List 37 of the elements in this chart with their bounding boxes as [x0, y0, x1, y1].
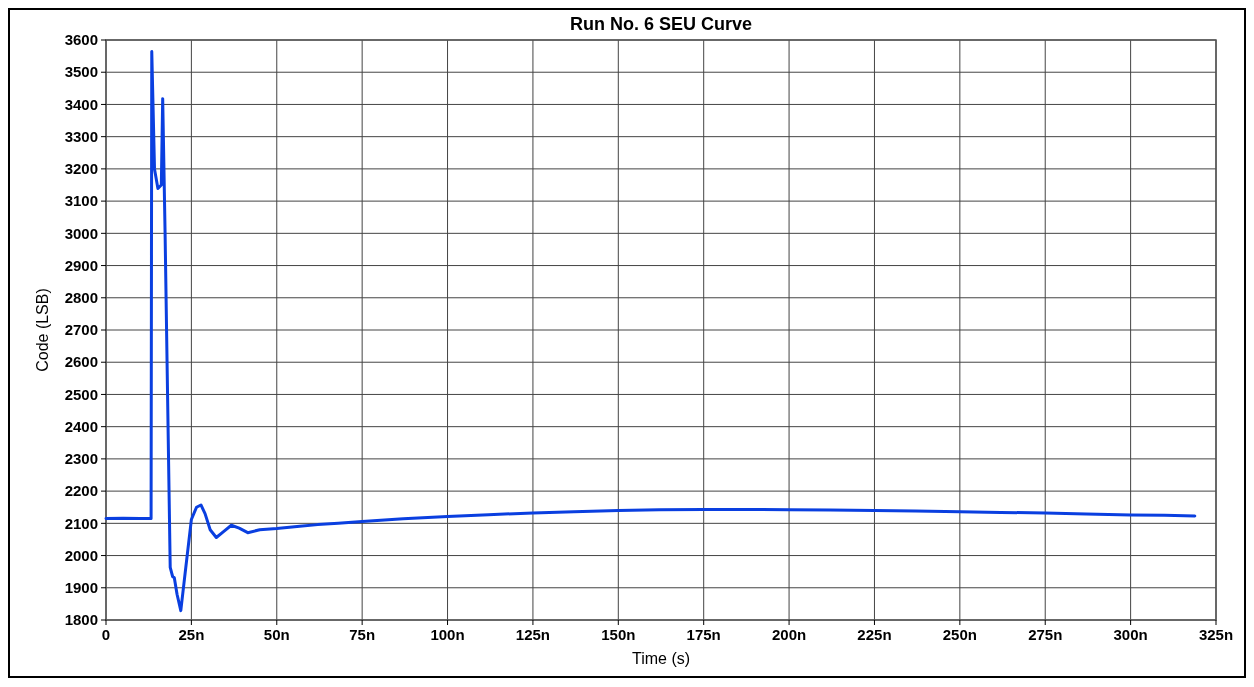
x-tick-label: 325n: [1198, 626, 1234, 643]
y-tick-label: 2700: [64, 321, 98, 339]
y-tick-label: 3600: [64, 31, 98, 49]
x-tick-label: 300n: [1113, 626, 1148, 643]
x-tick-label: 175n: [686, 626, 721, 643]
y-tick-label: 3300: [64, 127, 98, 145]
x-tick-label: 100n: [430, 626, 465, 643]
y-tick-label: 3100: [64, 192, 98, 210]
y-axis-title: Code (LSB): [34, 288, 51, 372]
y-tick-label: 3500: [64, 63, 98, 81]
x-tick-label: 50n: [263, 626, 290, 643]
x-tick-label: 275n: [1028, 626, 1063, 643]
y-tick-label: 2600: [64, 353, 98, 371]
line-series: [104, 50, 1197, 613]
chart-title: Run No. 6 SEU Curve: [569, 14, 753, 34]
y-tick-label: 2200: [64, 482, 98, 500]
y-tick-label: 2800: [64, 289, 98, 307]
x-tick-label: 225n: [857, 626, 892, 643]
y-tick-label: 2300: [64, 450, 98, 468]
y-tick-label: 2400: [64, 417, 98, 435]
y-tick-label: 1800: [64, 611, 98, 629]
y-tick-label: 3400: [64, 95, 98, 113]
x-tick-label: 250n: [942, 626, 977, 643]
y-tick-label: 2000: [64, 546, 98, 564]
x-tick-label: 125n: [515, 626, 551, 643]
y-tick-label: 1900: [64, 579, 98, 597]
y-tick-label: 3200: [64, 160, 98, 178]
y-tick-label: 2100: [64, 514, 98, 532]
x-tick-label: 75n: [349, 626, 376, 643]
y-tick-label: 3000: [64, 224, 98, 242]
x-tick-label: 200n: [771, 626, 807, 643]
x-axis-title: Time (s): [631, 650, 691, 667]
x-tick-label: 150n: [601, 626, 636, 643]
y-tick-label: 2900: [64, 256, 98, 274]
x-tick-label: 25n: [178, 626, 205, 643]
x-tick-label: 0: [101, 626, 111, 643]
y-tick-label: 2500: [64, 385, 98, 403]
